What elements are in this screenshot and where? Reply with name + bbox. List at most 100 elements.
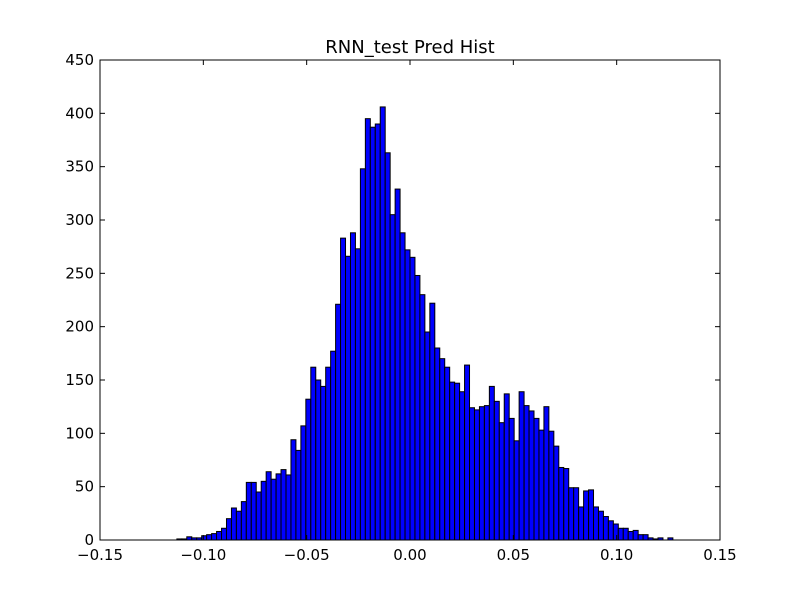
histogram-bar: [498, 422, 505, 541]
y-tick-label: 150: [65, 371, 94, 389]
histogram-bar: [310, 366, 317, 541]
x-tick-label: −0.05: [284, 546, 330, 564]
y-tick-label: 0: [84, 531, 94, 549]
y-tick-label: 100: [65, 424, 94, 442]
histogram-bar: [379, 106, 386, 541]
x-tick-label: −0.10: [180, 546, 226, 564]
histogram-bar: [424, 331, 431, 541]
histogram-bar: [543, 406, 550, 541]
histogram-bar: [221, 527, 227, 541]
histogram-bar: [225, 518, 232, 541]
histogram-bar: [260, 480, 267, 541]
histogram-bar: [330, 350, 337, 541]
histogram-bar: [325, 366, 332, 541]
histogram-bar: [315, 379, 322, 541]
histogram-bars: [176, 106, 674, 541]
y-tick-label: 450: [65, 51, 94, 69]
histogram-bar: [493, 400, 500, 541]
histogram-bar: [548, 430, 555, 541]
histogram-bar: [597, 510, 604, 541]
histogram-bar: [409, 256, 416, 541]
histogram-bar: [305, 398, 312, 541]
histogram-bar: [250, 481, 257, 541]
histogram-bar: [394, 188, 401, 541]
histogram-bar: [632, 529, 639, 541]
histogram-bar: [478, 406, 485, 541]
histogram-bar: [364, 118, 371, 541]
histogram-bar: [255, 491, 262, 541]
histogram-bar: [399, 232, 406, 541]
histogram-bar: [359, 168, 366, 541]
histogram-bar: [449, 381, 456, 541]
histogram-bar: [533, 417, 540, 541]
histogram-bar: [354, 248, 361, 541]
histogram-bar: [508, 417, 515, 541]
histogram-bar: [270, 478, 277, 541]
histogram-bar: [464, 364, 471, 541]
y-tick-label: 200: [65, 318, 94, 336]
histogram-bar: [583, 490, 590, 541]
histogram-bar: [230, 507, 237, 541]
histogram-bar: [414, 274, 421, 541]
histogram-bar: [211, 533, 218, 541]
histogram-bar: [528, 410, 535, 541]
histogram-bar: [454, 382, 461, 541]
histogram-bar: [488, 385, 495, 541]
histogram-bar: [295, 449, 302, 541]
histogram-bar: [642, 534, 649, 541]
histogram-bar: [573, 487, 580, 541]
histogram-bar: [335, 303, 342, 541]
histogram-bar: [523, 405, 530, 541]
histogram-bar: [503, 393, 510, 541]
histogram-bar: [563, 468, 570, 541]
x-tick-label: 0.05: [497, 546, 530, 564]
y-tick-label: 250: [65, 264, 94, 282]
x-tick-label: 0.15: [703, 546, 736, 564]
histogram-bar: [617, 527, 624, 541]
histogram-bar: [216, 530, 223, 541]
histogram-bar: [206, 534, 213, 541]
histogram-bar: [265, 471, 272, 541]
histogram-bar: [588, 489, 595, 541]
histogram-bar: [459, 391, 466, 541]
x-tick-label: −0.15: [77, 546, 123, 564]
histogram-bar: [300, 425, 307, 541]
histogram-bar: [340, 237, 347, 541]
histogram-bar: [578, 506, 585, 541]
x-tick-label: 0.10: [600, 546, 633, 564]
histogram-bar: [384, 152, 391, 541]
histogram-bar: [612, 523, 619, 541]
histogram-bar: [320, 385, 327, 541]
histogram-bar: [607, 520, 614, 541]
histogram-bar: [553, 445, 560, 541]
histogram-bar: [518, 391, 525, 541]
histogram-bar: [275, 473, 282, 541]
histogram-bar: [429, 302, 436, 541]
histogram-bar: [369, 126, 376, 541]
histogram-bar: [374, 123, 381, 541]
histogram-bar: [240, 501, 247, 541]
y-tick-label: 50: [75, 478, 94, 496]
histogram-bar: [627, 530, 634, 541]
histogram-bar: [568, 487, 575, 541]
histogram-bar: [235, 510, 242, 541]
histogram-bar: [622, 527, 629, 541]
histogram-bar: [285, 474, 292, 541]
histogram-bar: [349, 232, 356, 541]
histogram-bar: [593, 506, 599, 541]
histogram-bar: [602, 516, 609, 541]
histogram-bar: [280, 469, 287, 541]
histogram-bar: [434, 347, 441, 541]
histogram-bar: [469, 407, 475, 541]
histogram-bar: [419, 294, 426, 541]
chart-title: RNN_test Pred Hist: [325, 37, 494, 58]
y-tick-label: 300: [65, 211, 94, 229]
histogram-bar: [404, 249, 411, 541]
y-tick-label: 400: [65, 104, 94, 122]
histogram-bar: [558, 466, 565, 541]
histogram-bar: [345, 255, 351, 541]
x-tick-label: 0.00: [393, 546, 426, 564]
histogram-bar: [245, 481, 252, 541]
histogram-bar: [201, 535, 208, 541]
